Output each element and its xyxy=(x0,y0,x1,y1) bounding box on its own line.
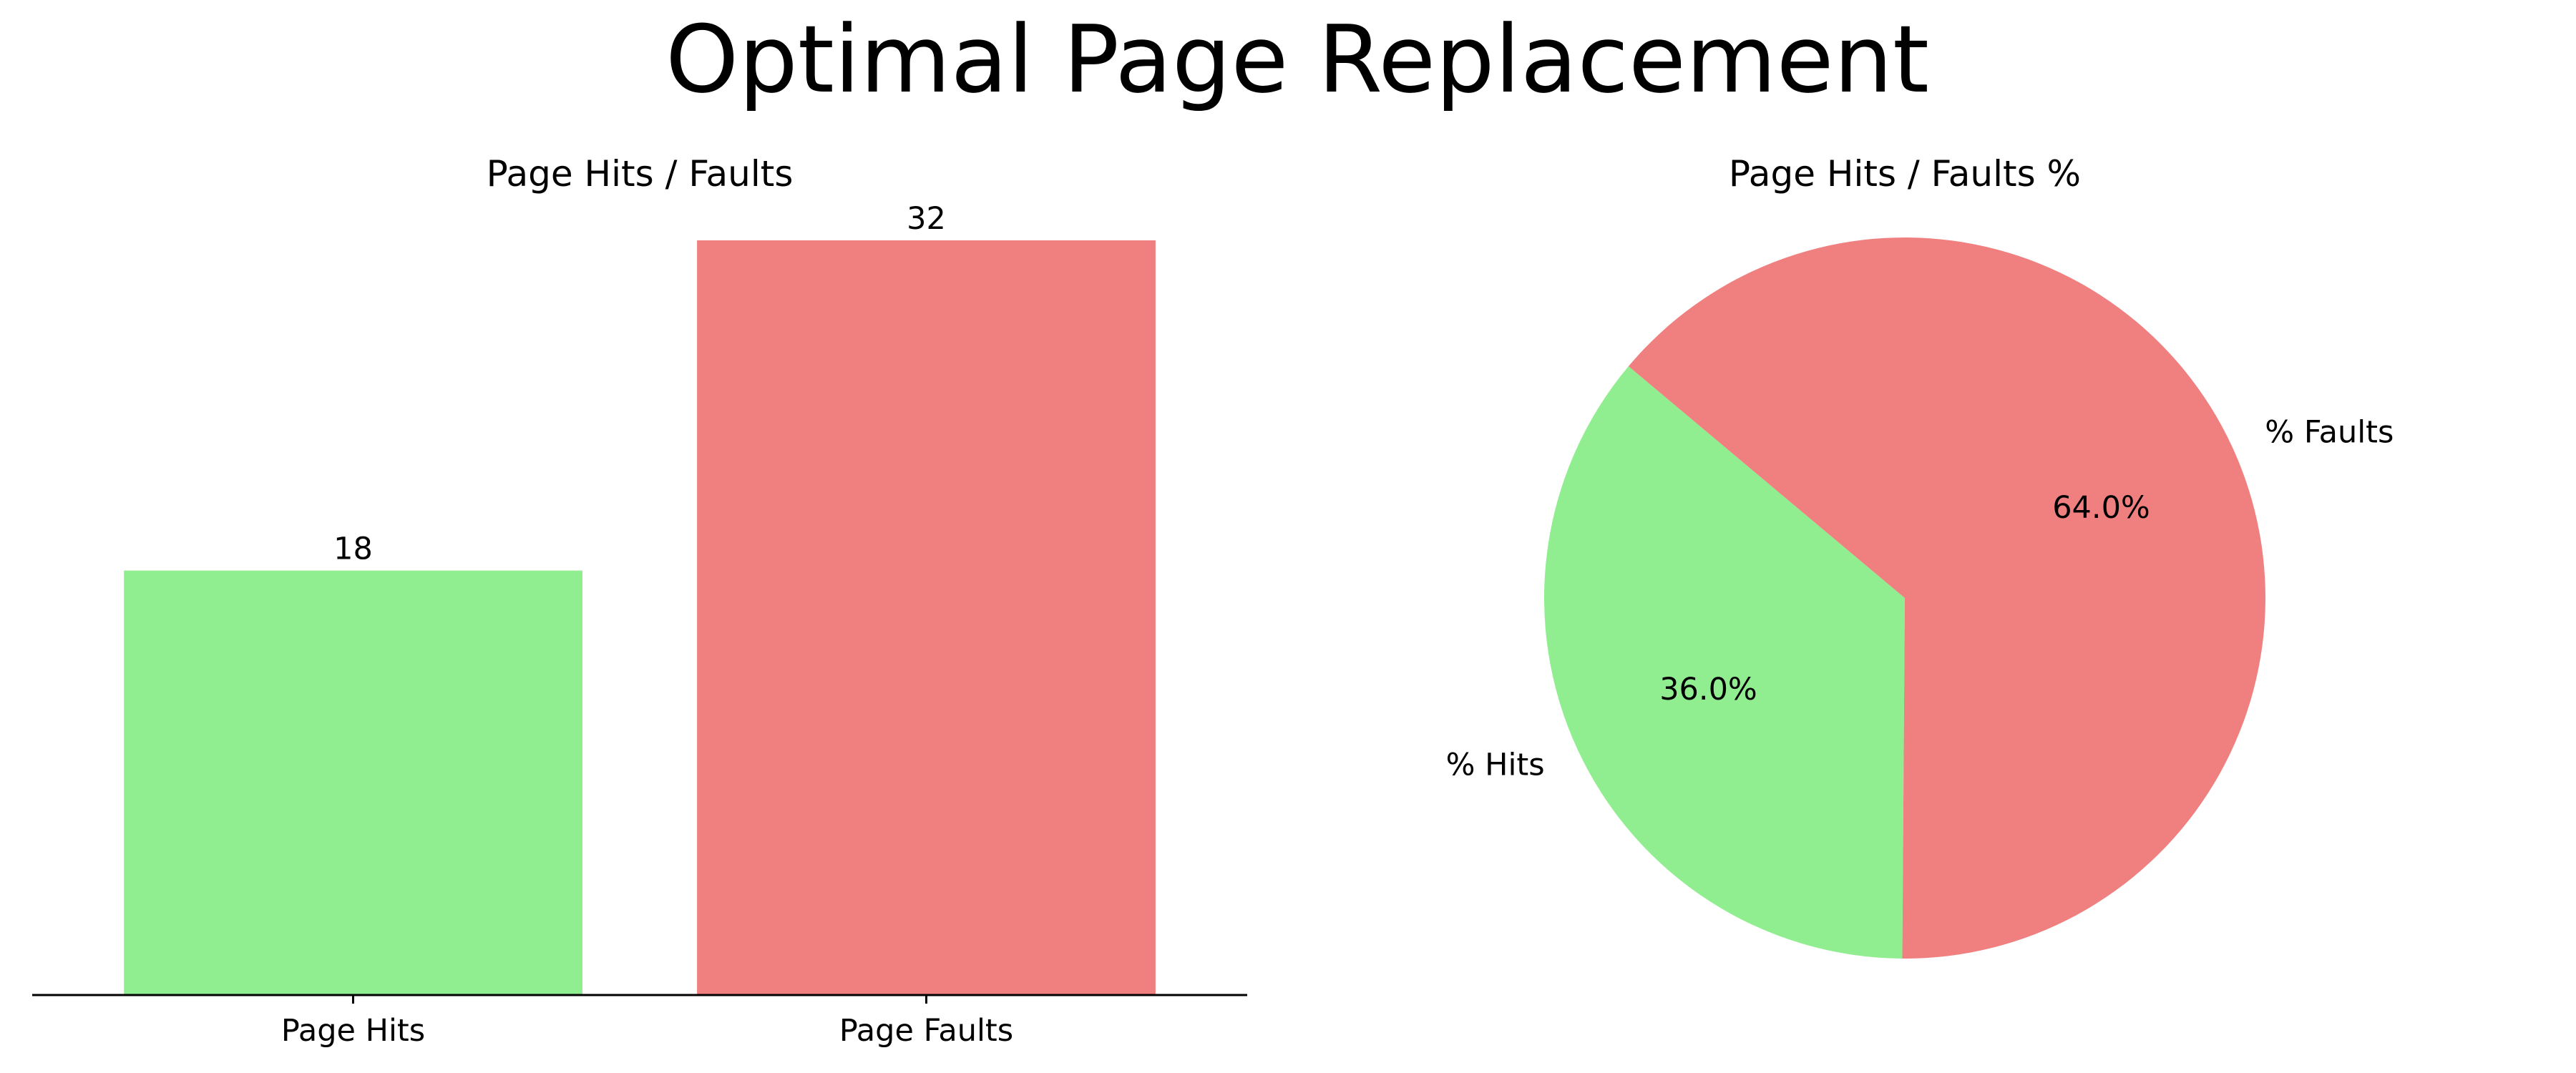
bar-page-faults xyxy=(697,240,1156,995)
pie-marks: 36.0% % Hits 64.0% % Faults xyxy=(1446,237,2394,959)
pie-chart-title: Page Hits / Faults % xyxy=(1729,153,2081,195)
pie-slice-faults xyxy=(1628,237,2265,959)
figure-title: Optimal Page Replacement xyxy=(665,5,1929,114)
pie-chart: Page Hits / Faults % 36.0% % Hits 64.0% % F… xyxy=(1446,153,2394,959)
pie-slice-label: % Hits xyxy=(1446,748,1545,783)
pie-percent-label: 64.0% xyxy=(2052,490,2150,526)
pie-percent-label: 36.0% xyxy=(1659,672,1757,707)
x-tick-label: Page Faults xyxy=(839,1013,1013,1049)
bar-data-label: 18 xyxy=(333,531,373,567)
bar-page-hits xyxy=(124,570,582,995)
x-axis-ticks: Page Hits Page Faults xyxy=(281,995,1013,1049)
pie-slice-hits xyxy=(1543,366,1905,959)
pie-slice-label: % Faults xyxy=(2265,415,2394,451)
bar-chart-title: Page Hits / Faults xyxy=(487,153,794,195)
x-tick-label: Page Hits xyxy=(281,1013,425,1049)
bar-data-label: 32 xyxy=(907,201,946,237)
